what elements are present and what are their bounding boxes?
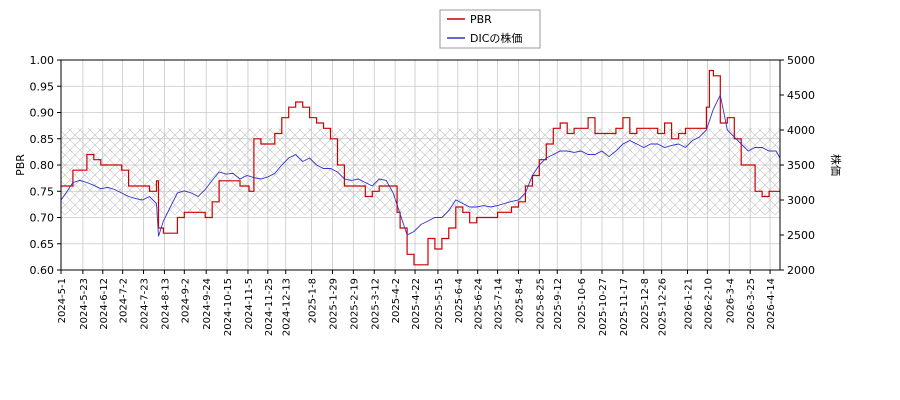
series-layer (60, 69, 781, 266)
x-tick-label: 2024-10-15 (223, 278, 234, 336)
x-tick-label: 2025-12-26 (658, 278, 669, 336)
x-tick-label: 2025-2-19 (349, 278, 360, 330)
x-tick-label: 2024-6-12 (99, 278, 110, 330)
x-tick-label: 2026-4-14 (766, 278, 777, 330)
x-tick-label: 2025-1-8 (308, 278, 319, 323)
x-tick-label: 2024-11-25 (264, 278, 275, 336)
legend: PBR DICの株価 (439, 9, 541, 49)
y-tick-label-right: 3000 (787, 194, 815, 207)
x-tick-label: 2026-2-10 (703, 278, 714, 330)
hatched-band (61, 128, 780, 215)
x-tick-label: 2024-8-13 (160, 278, 171, 330)
series-line-pbr (61, 69, 780, 266)
y-tick-label-right: 4000 (787, 124, 815, 137)
x-tick-label: 2026-1-21 (684, 278, 695, 330)
x-tick-label: 2025-12-8 (640, 278, 651, 330)
x-tick-label: 2024-9-24 (202, 278, 213, 330)
x-tick-label: 2025-9-12 (553, 278, 564, 330)
y-tick-label-right: 2500 (787, 229, 815, 242)
x-tick-label: 2025-10-27 (598, 278, 609, 336)
x-tick-label: 2025-11-17 (619, 278, 630, 336)
x-tick-label: 2024-12-13 (282, 278, 293, 336)
legend-label-stock: DICの株価 (470, 31, 522, 45)
x-tick-label: 2024-9-2 (180, 278, 191, 323)
legend-label-pbr: PBR (470, 13, 492, 26)
legend-box (439, 9, 541, 49)
y-tick-label-right: 2000 (787, 264, 815, 277)
x-tick-label: 2025-7-14 (494, 278, 505, 330)
x-tick-label: 2026-3-4 (725, 278, 736, 323)
y-tick-label-left: 0.90 (30, 107, 55, 120)
y-tick-label-right: 5000 (787, 54, 815, 67)
x-tick-label: 2024-7-2 (119, 278, 130, 323)
x-tick-label: 2024-11-5 (244, 278, 255, 330)
y-axis-label-left: PBR (14, 154, 27, 176)
x-tick-label: 2025-4-2 (391, 278, 402, 323)
x-tick-label: 2024-7-23 (140, 278, 151, 330)
y-tick-label-left: 0.65 (30, 238, 55, 251)
x-tick-label: 2024-5-1 (57, 278, 68, 323)
x-tick-label: 2025-8-4 (514, 278, 525, 323)
x-tick-label: 2026-3-25 (746, 278, 757, 330)
y-tick-label-left: 0.95 (30, 80, 55, 93)
y-tick-label-left: 1.00 (30, 54, 55, 67)
y-tick-label-right: 3500 (787, 159, 815, 172)
x-tick-label: 2025-5-15 (434, 278, 445, 330)
y-tick-label-left: 0.75 (30, 185, 55, 198)
y-tick-label-left: 0.60 (30, 264, 55, 277)
y-tick-label-left: 0.70 (30, 212, 55, 225)
series-line-stock-price (60, 93, 781, 237)
y-tick-label-left: 0.80 (30, 159, 55, 172)
x-tick-label: 2025-1-29 (328, 278, 339, 330)
y-tick-label-left: 0.85 (30, 133, 55, 146)
x-tick-label: 2025-8-25 (535, 278, 546, 330)
y-axis-label-right: 株価 (829, 154, 843, 176)
x-tick-label: 2025-10-6 (577, 278, 588, 330)
x-tick-label: 2025-4-22 (411, 278, 422, 330)
x-tick-label: 2025-3-12 (370, 278, 381, 330)
x-tick-label: 2024-5-23 (79, 278, 90, 330)
x-tick-label: 2025-6-24 (474, 278, 485, 330)
axes: 0.60 0.65 0.70 0.75 0.80 0.85 0.90 0.95 1.00 2000… (30, 54, 816, 336)
x-tick-label: 2025-6-4 (454, 278, 465, 323)
y-tick-label-right: 4500 (787, 89, 815, 102)
